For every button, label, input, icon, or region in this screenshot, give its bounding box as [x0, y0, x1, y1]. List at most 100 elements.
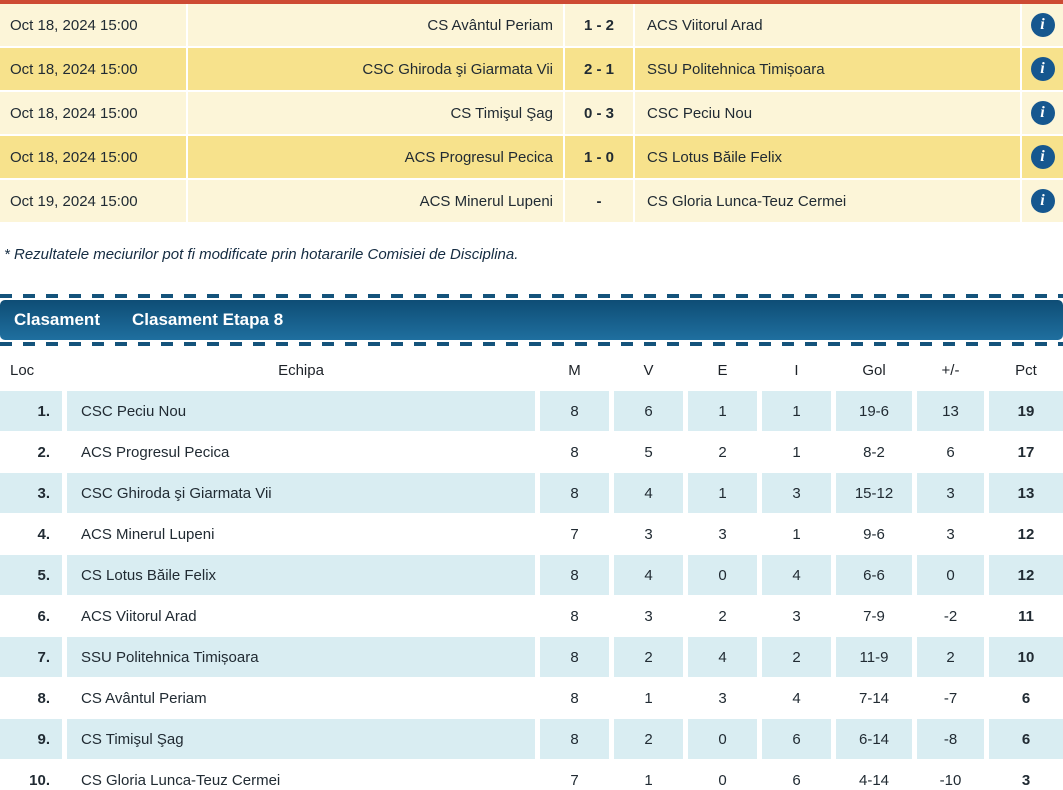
col-header-i: I — [762, 350, 831, 390]
goal-diff: 2 — [917, 637, 984, 677]
wins: 5 — [644, 443, 653, 461]
losses: 2 — [762, 637, 831, 677]
draws: 0 — [688, 555, 757, 595]
info-icon[interactable]: i — [1030, 57, 1055, 81]
col-header-v: V — [614, 350, 683, 390]
rank: 6. — [37, 607, 50, 625]
col-header-diff: +/- — [917, 350, 984, 390]
team-name: CS Gloria Lunca-Teuz Cermei — [81, 771, 281, 789]
standings-row: 1. CSC Peciu Nou 8 6 1 1 19-6 13 19 — [0, 391, 1063, 431]
col-header-loc: Loc — [0, 350, 62, 390]
losses: 4 — [792, 689, 801, 707]
matches-played: 7 — [570, 771, 579, 789]
rank: 4. — [37, 525, 50, 543]
goals: 7-9 — [863, 607, 885, 625]
standings-column-headers: Loc Echipa M V E I Gol +/- Pct — [0, 350, 1063, 390]
matches-played: 7 — [570, 525, 579, 543]
matches-played: 8 — [540, 391, 609, 431]
match-date: Oct 19, 2024 15:00 — [0, 180, 186, 222]
away-team: CS Gloria Lunca-Teuz Cermei — [635, 180, 1020, 222]
goals: 6-14 — [836, 719, 912, 759]
matches-played: 8 — [570, 607, 579, 625]
team-name: ACS Minerul Lupeni — [81, 525, 215, 543]
wins: 4 — [614, 555, 683, 595]
team-name: CS Timişul Şag — [67, 719, 535, 759]
match-row: Oct 18, 2024 15:00 CS Avântul Periam 1 -… — [0, 4, 1063, 46]
wins: 2 — [614, 719, 683, 759]
draws: 1 — [688, 473, 757, 513]
standings-row: 5. CS Lotus Băile Felix 8 4 0 4 6-6 0 12 — [0, 555, 1063, 595]
info-icon[interactable]: i — [1030, 13, 1055, 37]
points: 6 — [1021, 689, 1031, 707]
goals: 9-6 — [863, 525, 885, 543]
info-icon[interactable]: i — [1030, 101, 1055, 125]
team-name: ACS Progresul Pecica — [81, 443, 230, 461]
match-row: Oct 18, 2024 15:00 CSC Ghiroda şi Giarma… — [0, 48, 1063, 90]
goals: 15-12 — [836, 473, 912, 513]
home-team: ACS Minerul Lupeni — [188, 180, 563, 222]
goals: 8-2 — [863, 443, 885, 461]
points: 11 — [1018, 607, 1034, 625]
standings-title: Clasament — [14, 310, 100, 329]
standings-section: Clasament Clasament Etapa 8 — [0, 294, 1063, 346]
goal-diff: 3 — [946, 525, 955, 543]
goals: 4-14 — [858, 771, 890, 789]
rank: 8. — [37, 689, 50, 707]
match-score: 0 - 3 — [565, 92, 633, 134]
points: 6 — [989, 719, 1063, 759]
points: 12 — [989, 555, 1063, 595]
info-icon[interactable]: i — [1030, 145, 1055, 169]
losses: 6 — [762, 719, 831, 759]
wins: 6 — [614, 391, 683, 431]
standings-stage-tab[interactable]: Clasament Etapa 8 — [131, 310, 284, 329]
standings-header-bar: Clasament Clasament Etapa 8 — [0, 300, 1063, 340]
matches-played: 8 — [540, 555, 609, 595]
draws: 2 — [718, 443, 727, 461]
standings-row: 6. ACS Viitorul Arad 8 3 2 3 7-9 -2 11 — [0, 596, 1063, 636]
points: 19 — [989, 391, 1063, 431]
previous-row-cutoff-strip — [0, 0, 1063, 4]
points: 10 — [989, 637, 1063, 677]
wins: 4 — [614, 473, 683, 513]
losses: 1 — [792, 443, 801, 461]
losses: 3 — [762, 473, 831, 513]
match-score: 1 - 0 — [565, 136, 633, 178]
standings-row: 7. SSU Politehnica Timișoara 8 2 4 2 11-… — [0, 637, 1063, 677]
goal-diff: -8 — [917, 719, 984, 759]
match-score: 2 - 1 — [565, 48, 633, 90]
standings-row: 2. ACS Progresul Pecica 8 5 2 1 8-2 6 17 — [0, 432, 1063, 472]
team-name: SSU Politehnica Timișoara — [67, 637, 535, 677]
rank: 10. — [29, 771, 50, 789]
standings-row: 10. CS Gloria Lunca-Teuz Cermei 7 1 0 6 … — [0, 760, 1063, 790]
info-icon[interactable]: i — [1030, 189, 1055, 213]
away-team: CSC Peciu Nou — [635, 92, 1020, 134]
dashed-divider-top — [0, 294, 1063, 298]
rank: 3. — [0, 473, 62, 513]
rank: 5. — [0, 555, 62, 595]
match-row: Oct 18, 2024 15:00 CS Timişul Şag 0 - 3 … — [0, 92, 1063, 134]
away-team: CS Lotus Băile Felix — [635, 136, 1020, 178]
matches-played: 8 — [540, 719, 609, 759]
team-name: CS Lotus Băile Felix — [67, 555, 535, 595]
wins: 2 — [614, 637, 683, 677]
rank: 1. — [0, 391, 62, 431]
goals: 11-9 — [836, 637, 912, 677]
match-row: Oct 19, 2024 15:00 ACS Minerul Lupeni - … — [0, 180, 1063, 222]
goal-diff: 3 — [917, 473, 984, 513]
wins: 1 — [644, 689, 653, 707]
goal-diff: -2 — [943, 607, 958, 625]
rank: 9. — [0, 719, 62, 759]
draws: 0 — [688, 719, 757, 759]
away-team: ACS Viitorul Arad — [635, 4, 1020, 46]
disciplinary-note: * Rezultatele meciurilor pot fi modifica… — [4, 246, 519, 263]
wins: 1 — [644, 771, 653, 789]
draws: 1 — [688, 391, 757, 431]
losses: 3 — [792, 607, 801, 625]
col-header-m: M — [540, 350, 609, 390]
match-date: Oct 18, 2024 15:00 — [0, 136, 186, 178]
col-header-pct: Pct — [989, 350, 1063, 390]
goals: 19-6 — [836, 391, 912, 431]
goals: 6-6 — [836, 555, 912, 595]
points: 3 — [1021, 771, 1031, 789]
